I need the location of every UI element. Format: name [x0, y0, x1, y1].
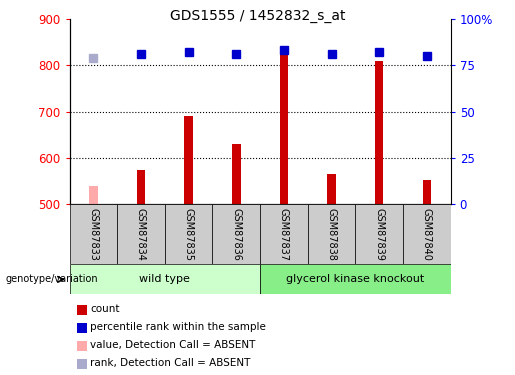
- Bar: [280, 51, 288, 204]
- Bar: [422, 180, 431, 204]
- Text: GSM87834: GSM87834: [136, 208, 146, 261]
- Bar: [70, 264, 260, 294]
- Text: GDS1555 / 1452832_s_at: GDS1555 / 1452832_s_at: [170, 9, 345, 23]
- Text: value, Detection Call = ABSENT: value, Detection Call = ABSENT: [90, 340, 255, 350]
- Bar: [375, 62, 384, 204]
- Bar: [117, 204, 165, 264]
- Bar: [70, 204, 117, 264]
- Text: count: count: [90, 304, 119, 314]
- Text: GSM87838: GSM87838: [327, 208, 336, 261]
- Text: wild type: wild type: [140, 274, 190, 284]
- Bar: [355, 204, 403, 264]
- Bar: [165, 204, 212, 264]
- Text: glycerol kinase knockout: glycerol kinase knockout: [286, 274, 424, 284]
- Text: GSM87837: GSM87837: [279, 208, 289, 261]
- Text: GSM87833: GSM87833: [89, 208, 98, 261]
- Text: GSM87840: GSM87840: [422, 208, 432, 261]
- Bar: [307, 204, 355, 264]
- Bar: [212, 204, 260, 264]
- Text: GSM87839: GSM87839: [374, 208, 384, 261]
- Bar: [136, 170, 145, 204]
- Bar: [327, 174, 336, 204]
- Text: percentile rank within the sample: percentile rank within the sample: [90, 322, 266, 332]
- Text: GSM87836: GSM87836: [231, 208, 241, 261]
- Bar: [232, 144, 241, 204]
- Text: rank, Detection Call = ABSENT: rank, Detection Call = ABSENT: [90, 358, 250, 368]
- Bar: [184, 116, 193, 204]
- Bar: [403, 204, 451, 264]
- Bar: [89, 186, 98, 204]
- Text: GSM87835: GSM87835: [184, 208, 194, 261]
- Bar: [260, 264, 451, 294]
- Bar: [260, 204, 308, 264]
- Text: genotype/variation: genotype/variation: [5, 274, 98, 284]
